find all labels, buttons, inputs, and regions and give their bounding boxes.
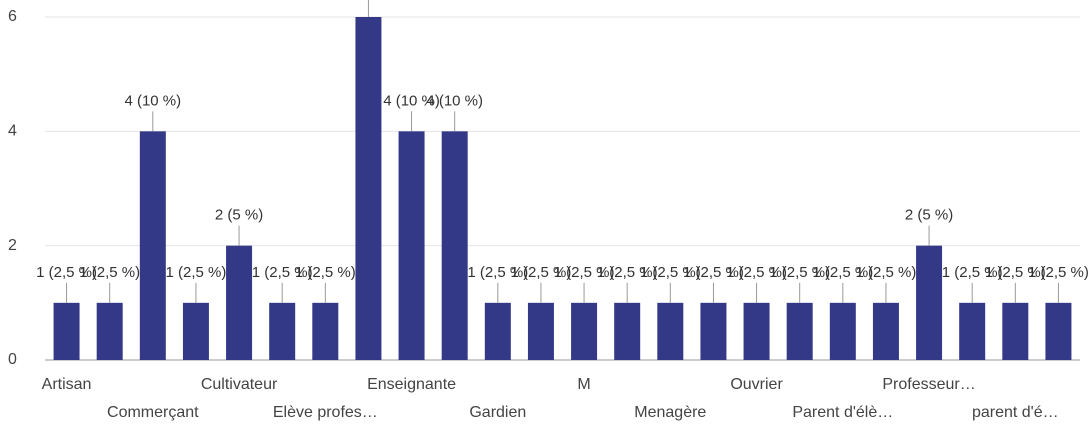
x-tick-label: Elève profes… [273, 404, 378, 421]
data-label: 1 (2,5 %) [554, 264, 615, 281]
bar [872, 302, 899, 360]
data-label: 1 (2,5 %) [1028, 264, 1089, 281]
bar [226, 245, 253, 360]
x-tick-label: Enseignante [367, 376, 456, 393]
y-tick-label: 4 [8, 123, 17, 140]
y-tick-label: 2 [8, 237, 17, 254]
bar [614, 302, 641, 360]
data-label: 4 (10 %) [383, 92, 440, 109]
x-tick-label: Menagère [634, 404, 706, 421]
x-tick-label: Commerçant [107, 404, 199, 421]
data-label: 1 (2,5 %) [166, 264, 227, 281]
data-label: 1 (2,5 %) [812, 264, 873, 281]
bar [916, 245, 943, 360]
x-tick-label: Artisan [42, 376, 92, 393]
data-label: 1 (2,5 %) [295, 264, 356, 281]
bar [700, 302, 727, 360]
x-tick-label: Cultivateur [201, 376, 278, 393]
data-label: 1 (2,5 %) [769, 264, 830, 281]
data-label: 1 (2,5 %) [726, 264, 787, 281]
x-tick-label: parent d'é… [972, 404, 1059, 421]
bar [139, 131, 166, 360]
data-label: 4 (10 %) [124, 92, 181, 109]
data-label: 2 (5 %) [905, 207, 953, 224]
bar [441, 131, 468, 360]
data-label: 1 (2,5 %) [467, 264, 528, 281]
x-tick-label: Gardien [469, 404, 526, 421]
data-label: 1 (2,5 %) [79, 264, 140, 281]
x-tick-label: M [577, 376, 590, 393]
data-label: 1 (2,5 %) [683, 264, 744, 281]
bar [829, 302, 856, 360]
bar [1045, 302, 1072, 360]
x-tick-label: Parent d'élè… [792, 404, 893, 421]
bar [269, 302, 296, 360]
bar [786, 302, 813, 360]
data-label: 1 (2,5 %) [985, 264, 1046, 281]
data-label: 1 (2,5 %) [942, 264, 1003, 281]
bar [398, 131, 425, 360]
bar [53, 302, 80, 360]
x-tick-label: Ouvrier [730, 376, 783, 393]
bar [182, 302, 209, 360]
bar [959, 302, 986, 360]
bar [1002, 302, 1029, 360]
x-tick-label: Professeur… [882, 376, 975, 393]
data-label: 2 (5 %) [215, 207, 263, 224]
y-tick-label: 0 [8, 351, 17, 368]
y-tick-label: 6 [8, 8, 17, 25]
data-label: 1 (2,5 %) [36, 264, 97, 281]
bar [743, 302, 770, 360]
bar [657, 302, 684, 360]
bar [312, 302, 339, 360]
data-label: 1 (2,5 %) [640, 264, 701, 281]
bar [527, 302, 554, 360]
data-label: 1 (2,5 %) [597, 264, 658, 281]
bar [355, 17, 382, 360]
bar [571, 302, 598, 360]
bar [96, 302, 123, 360]
data-label: 4 (10 %) [426, 92, 483, 109]
data-label: 1 (2,5 %) [511, 264, 572, 281]
bar [484, 302, 511, 360]
data-label: 1 (2,5 %) [252, 264, 313, 281]
data-label: 1 (2,5 %) [856, 264, 917, 281]
